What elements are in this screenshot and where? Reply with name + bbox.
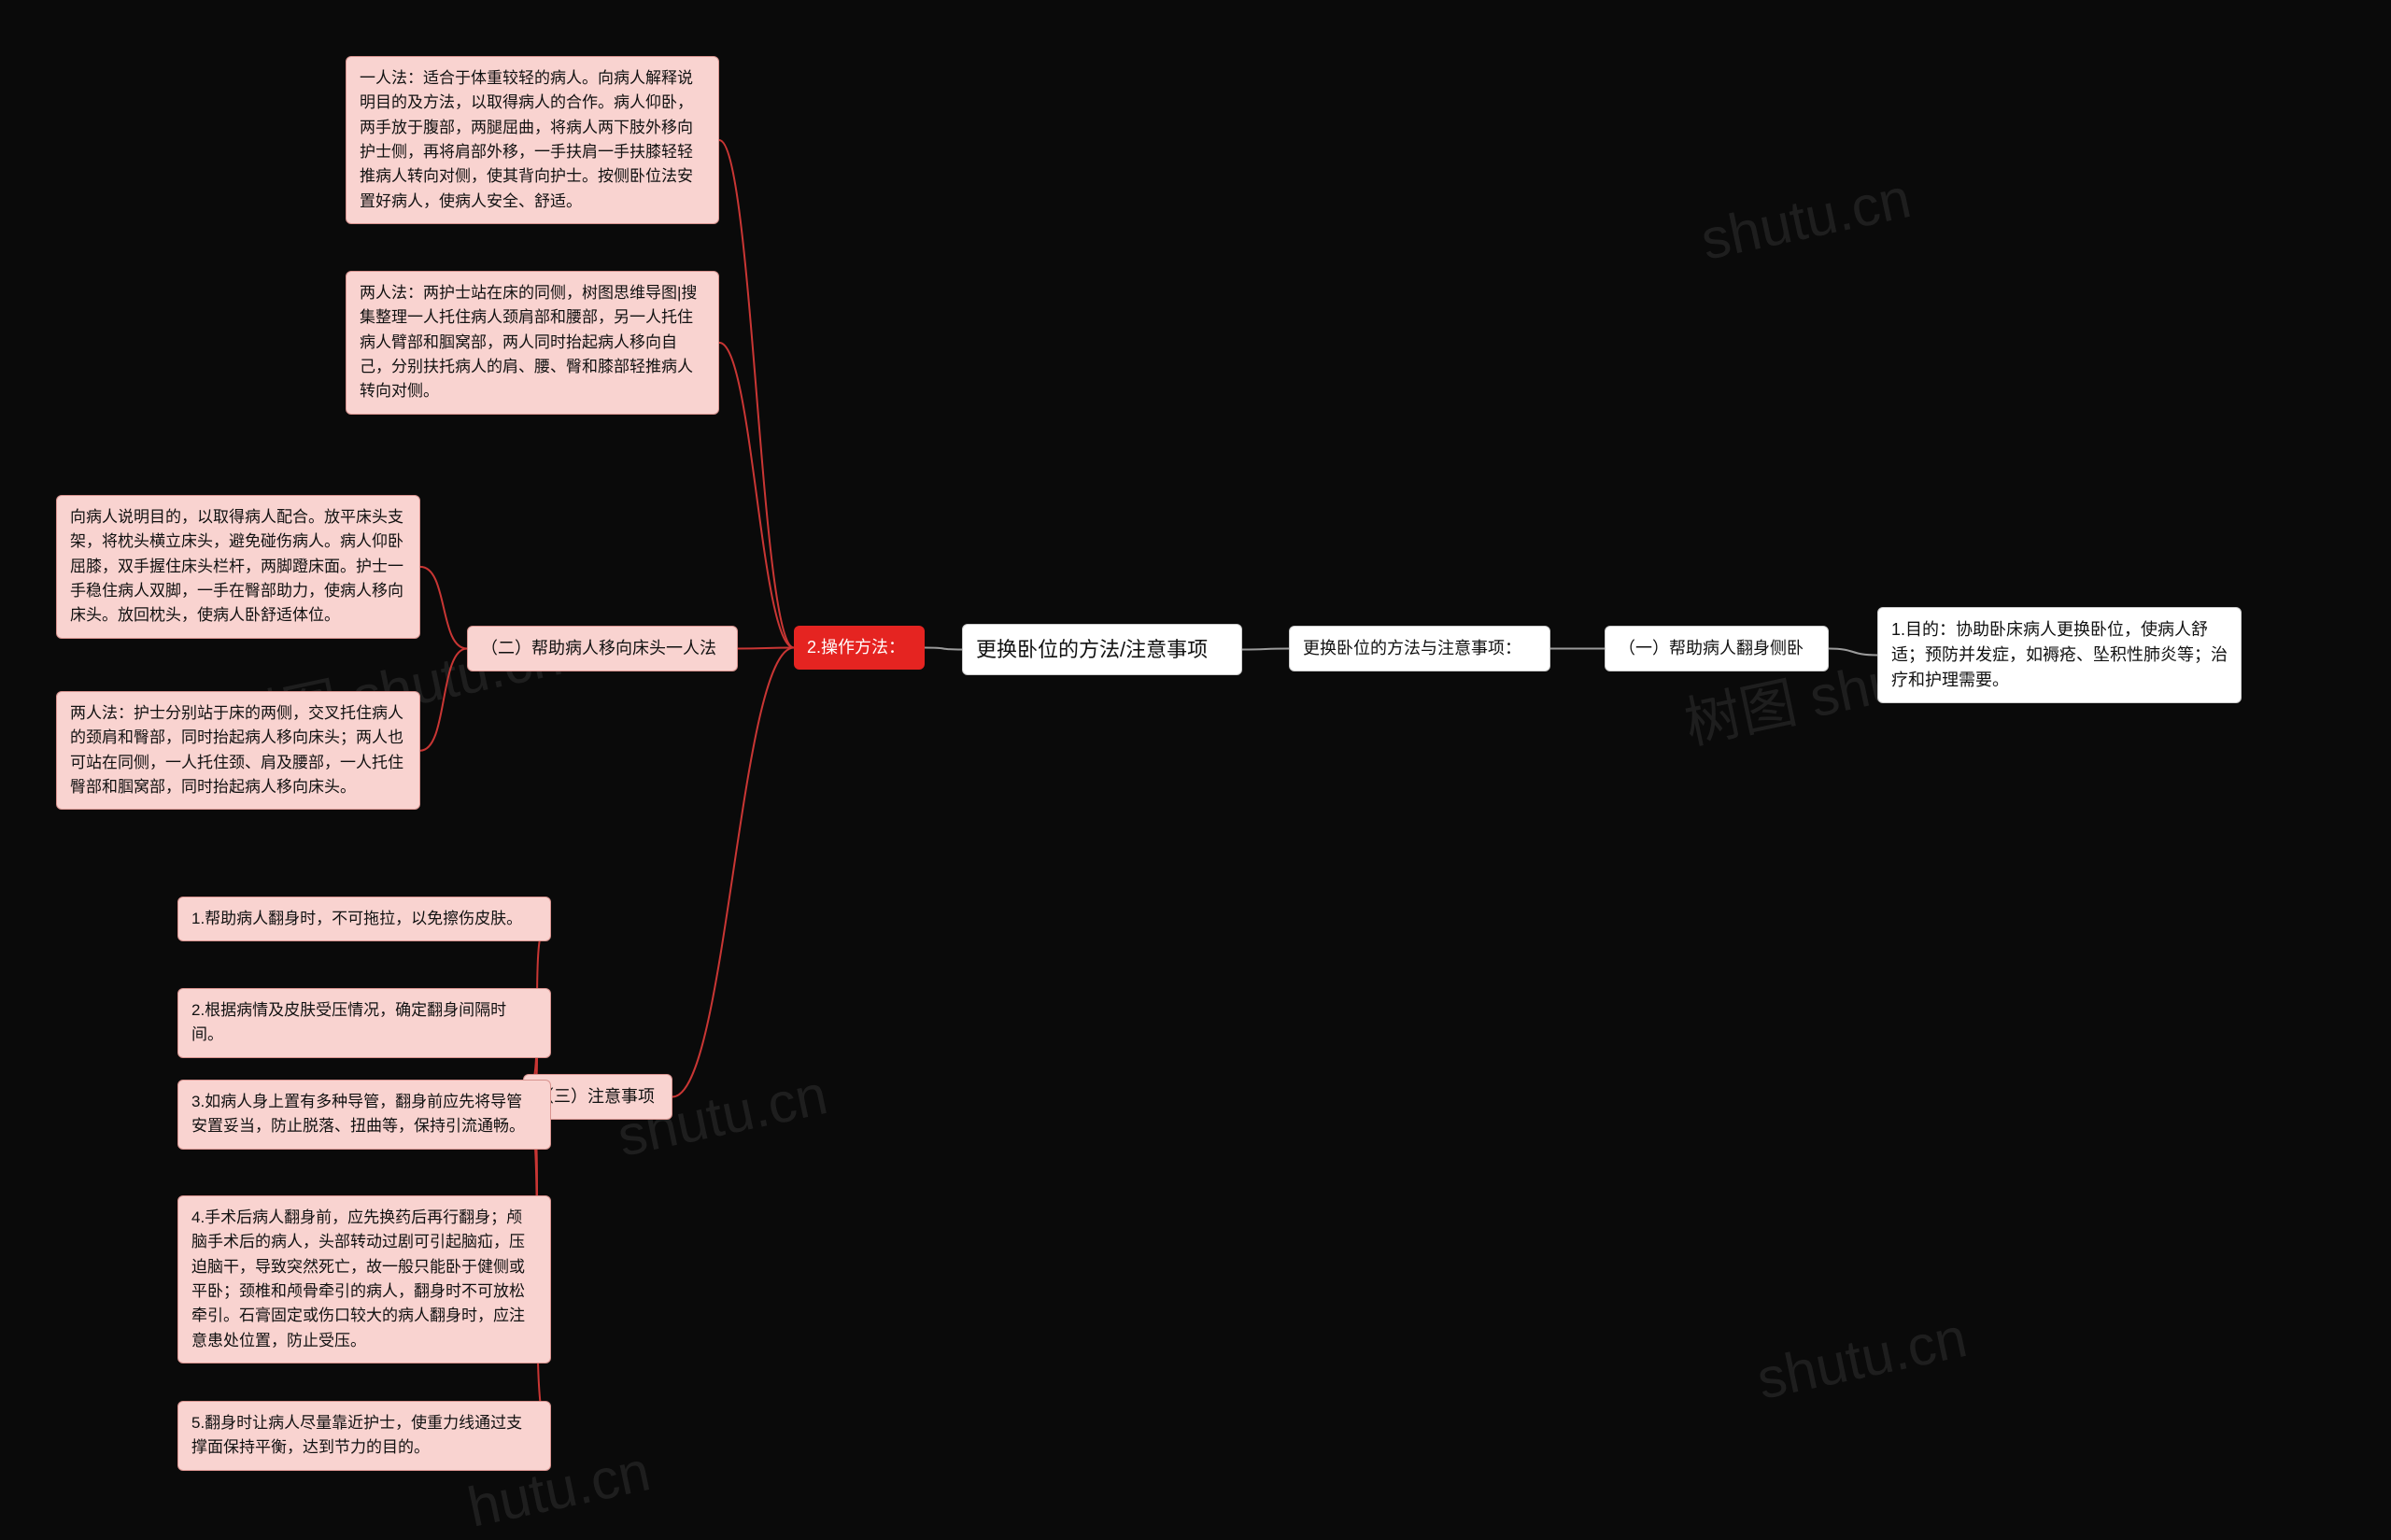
s3-leaf-2[interactable]: 2.根据病情及皮肤受压情况，确定翻身间隔时间。	[177, 988, 551, 1058]
s3-leaf-1[interactable]: 1.帮助病人翻身时，不可拖拉，以免擦伤皮肤。	[177, 897, 551, 941]
right-branch-3[interactable]: 1.目的：协助卧床病人更换卧位，使病人舒适；预防并发症，如褥疮、坠积性肺炎等；治…	[1877, 607, 2242, 703]
mindmap-canvas: 树图 shutu.cn shutu.cn 树图 shutu.cn shutu.c…	[0, 0, 2391, 1438]
root-node[interactable]: 更换卧位的方法/注意事项	[962, 624, 1242, 675]
s2-leaf-d[interactable]: 两人法：护士分别站于床的两侧，交叉托住病人的颈肩和臀部，同时抬起病人移向床头；两…	[56, 691, 420, 810]
s3-leaf-4[interactable]: 4.手术后病人翻身前，应先换药后再行翻身；颅脑手术后的病人，头部转动过剧可引起脑…	[177, 1195, 551, 1363]
operation-methods-node[interactable]: 2.操作方法：	[794, 626, 925, 670]
watermark: shutu.cn	[1751, 1305, 1972, 1412]
right-branch-1[interactable]: 更换卧位的方法与注意事项：	[1289, 626, 1550, 671]
right-branch-2[interactable]: （一）帮助病人翻身侧卧	[1605, 626, 1829, 671]
s2-leaf-b[interactable]: 两人法：两护士站在床的同侧，树图思维导图|搜集整理一人托住病人颈肩部和腰部，另一…	[346, 271, 719, 415]
s3-leaf-3[interactable]: 3.如病人身上置有多种导管，翻身前应先将导管安置妥当，防止脱落、扭曲等，保持引流…	[177, 1080, 551, 1150]
s3-leaf-5[interactable]: 5.翻身时让病人尽量靠近护士，使重力线通过支撑面保持平衡，达到节力的目的。	[177, 1401, 551, 1471]
s2-leaf-a[interactable]: 一人法：适合于体重较轻的病人。向病人解释说明目的及方法，以取得病人的合作。病人仰…	[346, 56, 719, 224]
watermark: shutu.cn	[1695, 165, 1916, 273]
section-2-node[interactable]: （二）帮助病人移向床头一人法	[467, 626, 738, 671]
s2-leaf-c[interactable]: 向病人说明目的，以取得病人配合。放平床头支架，将枕头横立床头，避免碰伤病人。病人…	[56, 495, 420, 639]
